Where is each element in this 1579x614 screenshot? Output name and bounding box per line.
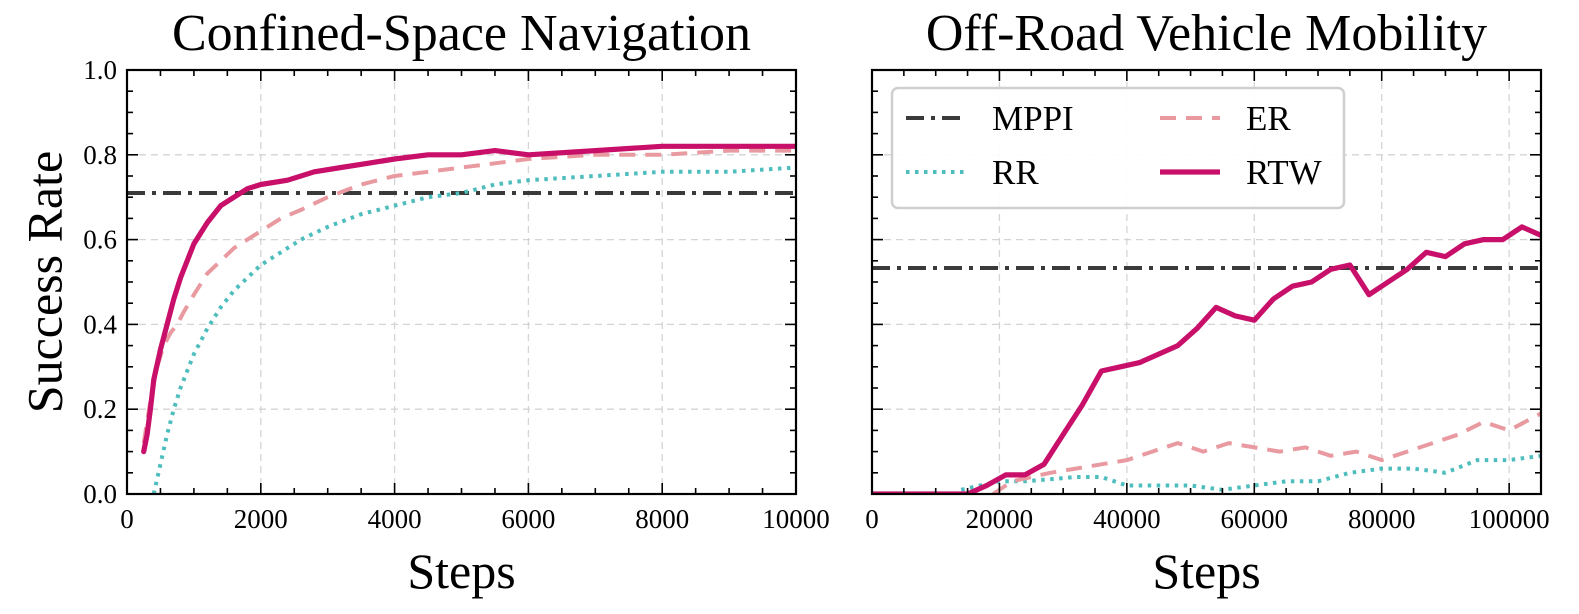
plot-frame — [125, 68, 798, 496]
y-tick-label: 0.4 — [83, 309, 117, 339]
x-tick-label: 4000 — [368, 504, 422, 534]
series-layer — [127, 143, 796, 494]
x-tick-label: 80000 — [1348, 504, 1416, 534]
y-tick-label: 1.0 — [83, 55, 117, 85]
legend-box — [890, 86, 1346, 210]
series-line-er — [991, 411, 1541, 494]
x-tick-label: 60000 — [1221, 504, 1289, 534]
legend: MPPI RR ER RTW — [890, 86, 1346, 210]
legend-label-mppi: MPPI — [992, 99, 1074, 138]
x-tick-label: 8000 — [635, 504, 689, 534]
y-tick-label: 0.0 — [83, 479, 117, 509]
y-tick-label: 0.2 — [83, 394, 117, 424]
x-tick-label: 0 — [865, 504, 879, 534]
x-tick-label: 100000 — [1469, 504, 1550, 534]
grid — [127, 70, 796, 494]
series-line-er — [141, 148, 796, 444]
x-axis-label: Steps — [1152, 543, 1260, 599]
series-layer — [872, 224, 1541, 494]
chart-confined-space: 0 2000 4000 6000 8000 10000 0.0 0.2 0.4 0.6 0.8 1.0… — [16, 5, 829, 599]
x-axis-label: Steps — [407, 543, 515, 599]
legend-label-rtw: RTW — [1246, 153, 1322, 192]
chart-off-road: 0 20000 40000 60000 80000 100000 Off-Road Veh… — [865, 5, 1549, 599]
chart-title: Confined-Space Navigation — [172, 5, 751, 62]
series-line-rtw — [141, 143, 796, 455]
y-tick-label: 0.6 — [83, 225, 117, 255]
x-tick-label: 20000 — [966, 504, 1034, 534]
x-tick-label: 0 — [120, 504, 134, 534]
x-tick-label: 6000 — [501, 504, 555, 534]
legend-label-rr: RR — [992, 153, 1039, 192]
x-tick-label: 40000 — [1093, 504, 1161, 534]
series-line-rr — [151, 165, 796, 494]
y-axis-label: Success Rate — [16, 151, 72, 413]
y-tick-label: 0.8 — [83, 140, 117, 170]
ticks: 0 20000 40000 60000 80000 100000 — [865, 69, 1550, 534]
chart-title: Off-Road Vehicle Mobility — [926, 5, 1487, 62]
legend-label-er: ER — [1246, 99, 1291, 138]
ticks: 0 2000 4000 6000 8000 10000 0.0 0.2 0.4 0.6 0.8 1.0 — [83, 55, 830, 534]
series-line-rtw — [872, 224, 1541, 494]
x-tick-label: 2000 — [234, 504, 288, 534]
x-tick-label: 10000 — [762, 504, 830, 534]
